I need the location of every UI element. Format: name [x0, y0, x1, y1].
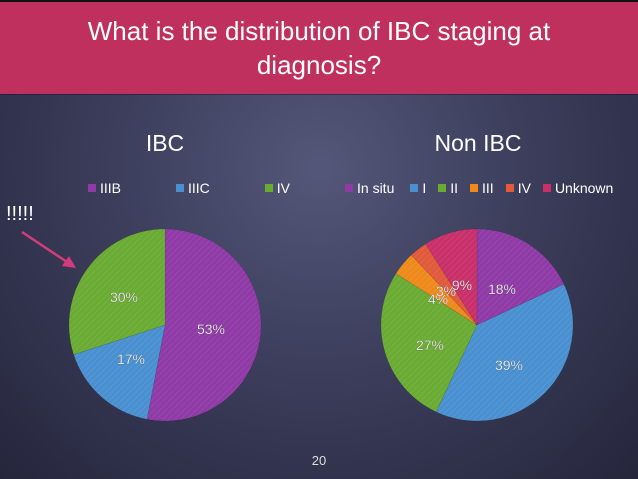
nonibc-slice-texture	[411, 243, 477, 325]
ibc-chart-title: IBC	[145, 130, 185, 156]
top-strip	[0, 0, 638, 3]
nonibc-slice-texture	[477, 229, 564, 325]
legend-label: In situ	[357, 180, 395, 196]
slide-title: What is the distribution of IBC staging …	[87, 16, 551, 80]
nonibc-data-label-iii: 4%	[428, 291, 448, 307]
nonibc-data-label-iv: 3%	[436, 283, 456, 299]
nonibc-legend-item-i: I	[410, 180, 426, 196]
nonibc-legend-item-iii: III	[470, 180, 494, 196]
nonibc-data-label-i: 39%	[495, 357, 523, 373]
title-band: What is the distribution of IBC staging …	[0, 2, 638, 94]
legend-label: I	[422, 180, 427, 196]
nonibc-slice-texture	[395, 255, 477, 325]
ibc-slice-texture	[69, 229, 165, 355]
annotation-arrow	[21, 230, 76, 268]
ibc-legend: IIIB IIIC IV	[88, 180, 290, 196]
ibc-slice-texture	[73, 325, 165, 420]
nonibc-data-label-ii: 27%	[416, 337, 444, 353]
legend-swatch	[264, 184, 273, 192]
nonibc-legend-item-in-situ: In situ	[345, 180, 394, 196]
ibc-legend-item-iiib: IIIB	[88, 180, 121, 196]
ibc-legend-item-iv: IV	[264, 180, 291, 196]
legend-swatch	[88, 184, 96, 192]
ibc-pie-chart: 53% 17% 30%	[68, 228, 262, 422]
legend-label: IIIC	[188, 180, 210, 196]
legend-label: IV	[276, 180, 291, 196]
legend-label: IV	[517, 180, 531, 196]
nonibc-slice-texture	[381, 273, 477, 412]
nonibc-slice-texture	[436, 284, 573, 422]
exclamation-annotation: !!!!!	[6, 203, 34, 225]
ibc-data-label-iiib: 53%	[197, 321, 225, 337]
legend-swatch	[542, 184, 551, 192]
nonibc-data-label-unknown: 9%	[452, 277, 472, 293]
nonibc-slice-texture	[425, 229, 477, 325]
legend-label: IIIB	[100, 180, 122, 196]
nonibc-data-label-in-situ: 18%	[488, 281, 516, 297]
legend-swatch	[470, 184, 479, 192]
legend-label: II	[450, 180, 459, 196]
legend-label: III	[482, 180, 494, 196]
ibc-data-label-iiic: 17%	[117, 351, 145, 367]
nonibc-chart-title: Non IBC	[434, 130, 522, 156]
ibc-data-label-iv: 30%	[110, 289, 138, 305]
legend-swatch	[505, 184, 514, 192]
slide-number: 20	[311, 453, 327, 468]
legend-swatch	[345, 184, 353, 192]
nonibc-legend-item-iv: IV	[505, 180, 531, 196]
ibc-legend-item-iiic: IIIC	[176, 180, 210, 196]
legend-swatch	[438, 184, 447, 192]
legend-swatch	[410, 184, 419, 192]
nonibc-legend: In situ I II III IV Unknown	[345, 180, 613, 196]
ibc-slice-texture	[147, 229, 261, 421]
nonibc-legend-item-ii: II	[438, 180, 458, 196]
nonibc-legend-item-unknown: Unknown	[542, 180, 614, 196]
nonibc-pie-chart: 18% 39% 27% 4%3%9%	[380, 228, 574, 422]
legend-label: Unknown	[554, 180, 614, 196]
legend-swatch	[176, 184, 185, 192]
